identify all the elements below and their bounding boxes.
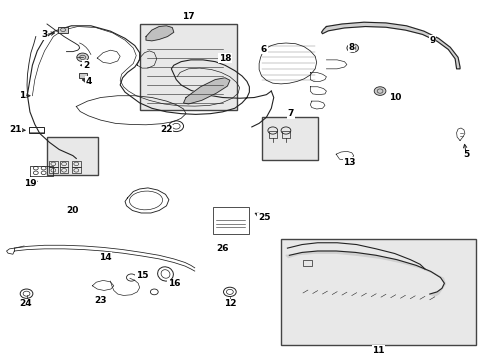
Text: 13: 13 — [343, 158, 355, 167]
Text: 7: 7 — [287, 109, 293, 118]
Bar — [303, 260, 311, 266]
Polygon shape — [321, 22, 459, 69]
Bar — [60, 161, 68, 167]
Circle shape — [346, 44, 358, 52]
Text: 19: 19 — [23, 179, 36, 188]
Bar — [60, 167, 68, 173]
Bar — [140, 24, 237, 110]
Text: 5: 5 — [462, 150, 468, 159]
Bar — [261, 117, 317, 160]
FancyBboxPatch shape — [79, 73, 87, 78]
Text: 21: 21 — [9, 125, 21, 134]
Text: 24: 24 — [19, 299, 31, 308]
Polygon shape — [183, 78, 229, 104]
Bar — [49, 167, 58, 173]
Text: 11: 11 — [371, 346, 384, 355]
Text: 4: 4 — [85, 77, 91, 86]
Bar — [29, 127, 43, 134]
Text: 10: 10 — [388, 93, 401, 102]
Polygon shape — [146, 26, 173, 41]
Text: 23: 23 — [94, 296, 107, 305]
Bar — [49, 161, 58, 167]
Text: 25: 25 — [257, 213, 270, 222]
Text: 26: 26 — [216, 244, 228, 253]
Text: 17: 17 — [182, 12, 194, 21]
Bar — [282, 131, 289, 138]
Circle shape — [77, 53, 88, 62]
Text: 16: 16 — [167, 279, 180, 288]
Text: 1: 1 — [20, 91, 26, 100]
Circle shape — [373, 87, 385, 95]
Bar — [72, 161, 81, 167]
Bar — [281, 239, 475, 345]
Bar — [212, 207, 249, 234]
Bar — [47, 137, 98, 175]
Text: 12: 12 — [223, 299, 236, 308]
Text: 20: 20 — [66, 206, 79, 215]
Polygon shape — [285, 251, 445, 296]
Text: 18: 18 — [218, 54, 231, 63]
Text: 8: 8 — [348, 43, 354, 52]
Bar — [72, 167, 81, 173]
Text: 15: 15 — [136, 270, 148, 279]
Text: 3: 3 — [41, 30, 48, 39]
FancyBboxPatch shape — [58, 27, 68, 33]
Text: 2: 2 — [83, 61, 89, 70]
Text: 22: 22 — [160, 125, 172, 134]
Text: 9: 9 — [428, 36, 434, 45]
Text: 14: 14 — [99, 253, 112, 262]
Text: 6: 6 — [260, 45, 266, 54]
Bar — [268, 131, 276, 138]
